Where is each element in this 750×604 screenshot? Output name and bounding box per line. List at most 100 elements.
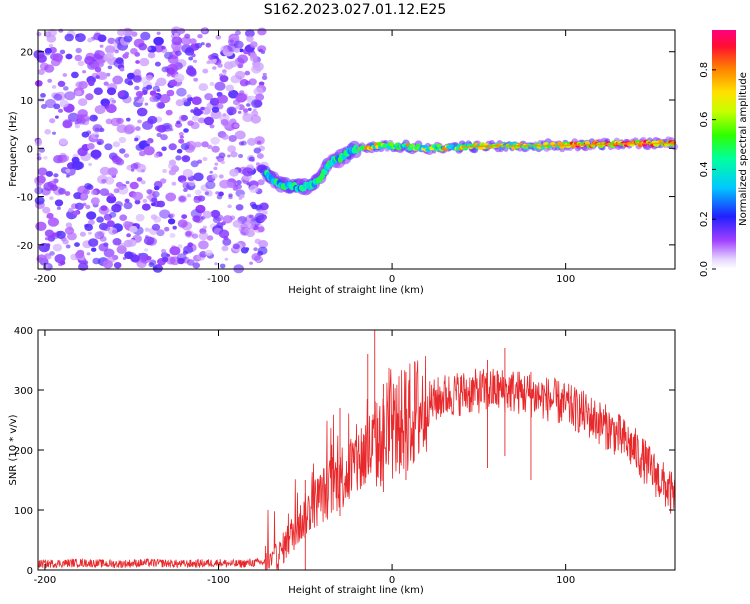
heatmap-cell	[88, 162, 93, 167]
heatmap-cell	[257, 27, 267, 36]
heatmap-cell	[134, 52, 141, 57]
heatmap-cell	[125, 180, 130, 185]
heatmap-cell	[138, 43, 148, 51]
heatmap-cell	[92, 124, 103, 133]
heatmap-cell	[166, 67, 176, 75]
heatmap-cell	[188, 56, 194, 61]
heatmap-cell	[215, 191, 220, 195]
heatmap-cell	[36, 31, 42, 37]
heatmap-cell	[84, 56, 95, 65]
heatmap-cell	[186, 94, 192, 99]
heatmap-cell	[77, 147, 88, 157]
heatmap-cell	[236, 180, 242, 185]
heatmap-signal-track	[259, 136, 679, 196]
heatmap-cell	[48, 44, 54, 48]
heatmap-cell	[249, 41, 258, 48]
heatmap-cell	[64, 91, 76, 101]
heatmap-cell	[198, 232, 209, 241]
heatmap-cell	[169, 233, 176, 238]
heatmap-cell	[85, 117, 91, 122]
heatmap-cell	[154, 185, 160, 191]
heatmap-cell	[184, 33, 191, 39]
heatmap-cell	[85, 204, 91, 210]
heatmap-cell	[254, 238, 261, 244]
heatmap-cell	[47, 235, 55, 242]
heatmap-cell	[53, 93, 63, 101]
heatmap-cell	[251, 110, 259, 117]
heatmap-cell	[219, 179, 231, 189]
heatmap-cell	[59, 138, 68, 146]
heatmap-cell	[218, 152, 226, 159]
heatmap-cell	[91, 247, 97, 252]
heatmap-cell	[174, 32, 179, 37]
heatmap-cell	[192, 215, 201, 223]
heatmap-cell	[244, 247, 250, 251]
heatmap-cell	[175, 155, 182, 161]
heatmap-cell	[94, 231, 105, 240]
heatmap-cell	[65, 168, 71, 173]
heatmap-cell	[242, 113, 254, 123]
heatmap-cell	[135, 223, 141, 228]
heatmap-cell	[59, 99, 69, 108]
heatmap-cell	[94, 50, 105, 60]
snr-y-axis-label: SNR (10 * v/v)	[8, 414, 19, 485]
heatmap-cell	[40, 104, 47, 109]
heatmap-cell	[169, 80, 177, 87]
heatmap-cell	[112, 238, 122, 246]
heatmap-cell	[248, 214, 253, 219]
heatmap-cell	[137, 119, 142, 124]
heatmap-cell	[237, 104, 245, 111]
heatmap-cell	[58, 28, 64, 33]
heatmap-cell	[112, 141, 121, 148]
heatmap-cell	[90, 197, 100, 205]
heatmap-cell	[255, 204, 262, 211]
heatmap-cell	[126, 72, 135, 80]
x-tick-label: -100	[207, 575, 230, 586]
heatmap-cell	[239, 228, 249, 236]
heatmap-cell	[221, 245, 229, 252]
heatmap-cell	[202, 210, 212, 219]
heatmap-cell	[214, 162, 219, 166]
heatmap-cell	[202, 225, 207, 230]
heatmap-cell	[153, 216, 162, 223]
heatmap-cell	[59, 49, 66, 55]
heatmap-cell	[206, 60, 211, 65]
heatmap-cell	[228, 135, 237, 142]
heatmap-cell	[141, 203, 151, 211]
heatmap-cell	[74, 242, 80, 248]
heatmap-cell	[134, 86, 139, 90]
heatmap-cell	[235, 70, 246, 80]
heatmap-cell	[105, 118, 113, 125]
heatmap-cell	[234, 130, 246, 140]
heatmap-cell	[124, 198, 130, 203]
heatmap-cell	[52, 131, 56, 135]
heatmap-cell	[151, 223, 161, 231]
heatmap-cell	[129, 181, 139, 190]
heatmap-cell	[57, 80, 66, 87]
heatmap-cell	[44, 264, 49, 268]
heatmap-cell	[117, 91, 125, 97]
track-core-line	[461, 142, 674, 148]
heatmap-cell	[238, 153, 244, 159]
heatmap-cell	[63, 86, 69, 91]
heatmap-cell	[227, 204, 232, 209]
heatmap-cell	[253, 108, 257, 112]
heatmap-cell	[160, 134, 168, 141]
heatmap-cell	[181, 36, 192, 46]
heatmap-cell	[73, 210, 79, 216]
heatmap-cell	[113, 262, 122, 269]
heatmap-cell	[98, 72, 108, 80]
heatmap-cell	[233, 123, 239, 128]
heatmap-cell	[58, 188, 66, 195]
snr-panel: -200 -100 0 100 0 100 200 300 400 Height of str…	[8, 326, 676, 596]
heatmap-cell	[214, 81, 226, 91]
heatmap-cell	[192, 262, 201, 269]
x-tick-label: 0	[389, 274, 395, 285]
heatmap-cell	[132, 191, 144, 201]
heatmap-cell	[103, 81, 109, 86]
heatmap-cell	[147, 52, 156, 59]
heatmap-cell	[211, 106, 220, 113]
heatmap-cell	[159, 94, 171, 104]
heatmap-cell	[153, 36, 164, 46]
